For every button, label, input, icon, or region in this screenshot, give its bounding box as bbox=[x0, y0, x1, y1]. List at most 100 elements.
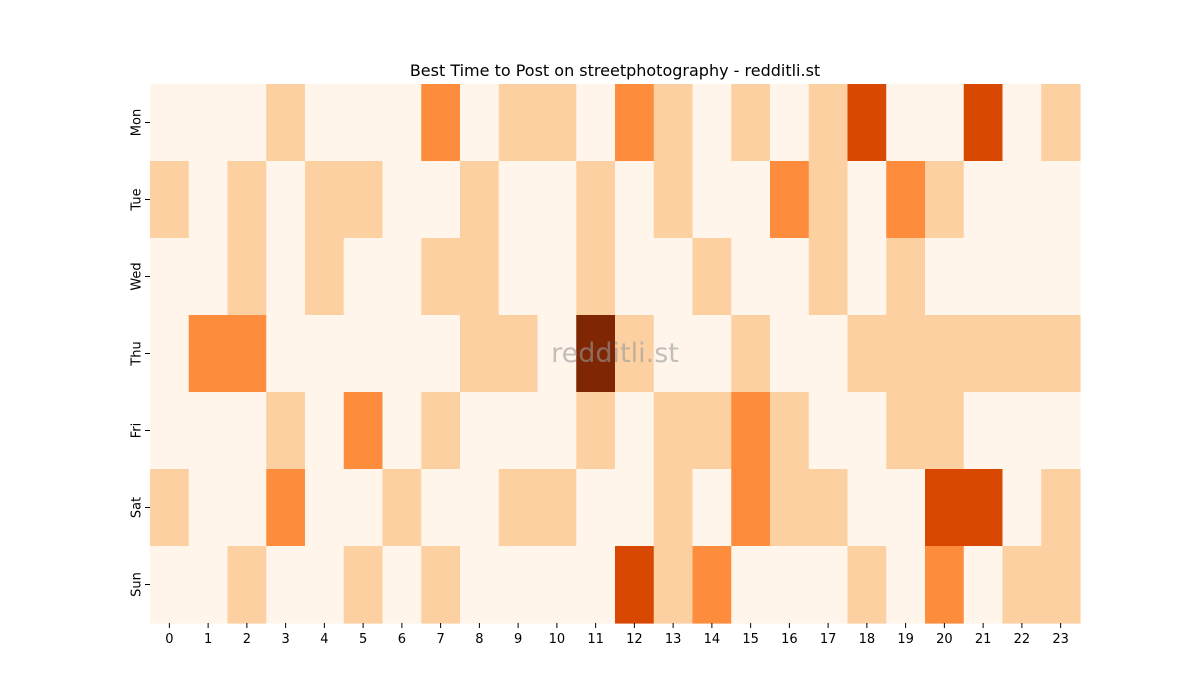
heatmap-cell-mon-5 bbox=[343, 84, 384, 162]
x-tick-label: 22 bbox=[1014, 632, 1031, 647]
heatmap-cell-tue-1 bbox=[188, 161, 229, 239]
heatmap-cell-mon-12 bbox=[615, 84, 655, 162]
heatmap-cell-wed-2 bbox=[227, 238, 267, 316]
heatmap-cell-sun-0 bbox=[150, 546, 190, 624]
x-tick-label: 19 bbox=[897, 632, 914, 647]
heatmap-cell-tue-9 bbox=[498, 161, 539, 239]
heatmap-cell-mon-16 bbox=[770, 84, 810, 162]
heatmap-cell-wed-14 bbox=[692, 238, 732, 316]
heatmap-cell-fri-19 bbox=[886, 392, 926, 470]
heatmap-cell-wed-8 bbox=[460, 238, 500, 316]
heatmap-cell-wed-5 bbox=[343, 238, 384, 316]
heatmap-cell-thu-20 bbox=[925, 315, 965, 393]
heatmap-cell-tue-15 bbox=[731, 161, 771, 239]
heatmap-cell-sun-4 bbox=[305, 546, 345, 624]
x-tick-label: 0 bbox=[165, 632, 173, 647]
x-tick-label: 12 bbox=[626, 632, 643, 647]
heatmap-cell-sat-17 bbox=[808, 469, 849, 547]
heatmap-cell-mon-17 bbox=[808, 84, 849, 162]
y-tick-label: Thu bbox=[130, 341, 145, 366]
heatmap-cell-sat-22 bbox=[1002, 469, 1042, 547]
heatmap-cell-mon-1 bbox=[188, 84, 229, 162]
heatmap-cell-tue-16 bbox=[770, 161, 810, 239]
heatmap-cell-tue-0 bbox=[150, 161, 190, 239]
x-tick-label: 17 bbox=[820, 632, 837, 647]
heatmap-cell-wed-9 bbox=[498, 238, 539, 316]
heatmap-cell-mon-22 bbox=[1002, 84, 1042, 162]
heatmap-cell-wed-1 bbox=[188, 238, 229, 316]
heatmap-cell-thu-4 bbox=[305, 315, 345, 393]
x-tick-label: 10 bbox=[549, 632, 566, 647]
y-tick-label: Mon bbox=[130, 109, 145, 136]
heatmap-cell-thu-10 bbox=[537, 315, 577, 393]
heatmap-cell-sat-12 bbox=[615, 469, 655, 547]
heatmap-cell-fri-7 bbox=[421, 392, 461, 470]
y-tick-label: Wed bbox=[130, 262, 145, 290]
heatmap-cell-sun-3 bbox=[266, 546, 306, 624]
heatmap-cell-mon-0 bbox=[150, 84, 190, 162]
x-tick-label: 23 bbox=[1052, 632, 1069, 647]
y-tick-label: Tue bbox=[130, 188, 145, 211]
x-tick-label: 14 bbox=[704, 632, 721, 647]
heatmap-cell-mon-19 bbox=[886, 84, 926, 162]
heatmap-cell-sun-6 bbox=[382, 546, 422, 624]
heatmap-cell-fri-12 bbox=[615, 392, 655, 470]
heatmap-cell-fri-15 bbox=[731, 392, 771, 470]
heatmap-cell-thu-1 bbox=[188, 315, 229, 393]
heatmap-cell-tue-18 bbox=[847, 161, 887, 239]
heatmap-cell-sun-15 bbox=[731, 546, 771, 624]
heatmap-cell-sun-9 bbox=[498, 546, 539, 624]
heatmap-cell-fri-13 bbox=[653, 392, 694, 470]
heatmap-cell-fri-18 bbox=[847, 392, 887, 470]
x-tick-label: 1 bbox=[204, 632, 212, 647]
heatmap-cell-thu-5 bbox=[343, 315, 384, 393]
heatmap-cell-sun-2 bbox=[227, 546, 267, 624]
y-axis: Mon Tue Wed Thu Fri Sat Sun bbox=[130, 109, 150, 597]
heatmap-cell-wed-13 bbox=[653, 238, 694, 316]
heatmap-cell-thu-13 bbox=[653, 315, 694, 393]
heatmap-cell-mon-10 bbox=[537, 84, 577, 162]
heatmap-cell-fri-10 bbox=[537, 392, 577, 470]
heatmap-cell-thu-23 bbox=[1041, 315, 1081, 393]
heatmap-cell-wed-10 bbox=[537, 238, 577, 316]
heatmap-cell-sun-23 bbox=[1041, 546, 1081, 624]
heatmap-cell-thu-7 bbox=[421, 315, 461, 393]
heatmap-cell-sat-5 bbox=[343, 469, 384, 547]
heatmap-cell-fri-5 bbox=[343, 392, 384, 470]
heatmap-cell-sat-14 bbox=[692, 469, 732, 547]
heatmap-cell-sun-19 bbox=[886, 546, 926, 624]
x-tick-label: 15 bbox=[742, 632, 759, 647]
heatmap-cell-thu-9 bbox=[498, 315, 539, 393]
heatmap-cell-tue-21 bbox=[963, 161, 1004, 239]
heatmap-cell-fri-9 bbox=[498, 392, 539, 470]
heatmap-cell-sun-20 bbox=[925, 546, 965, 624]
heatmap-cell-mon-9 bbox=[498, 84, 539, 162]
heatmap-cell-mon-18 bbox=[847, 84, 887, 162]
heatmap-cell-sat-11 bbox=[576, 469, 616, 547]
heatmap-cell-sun-11 bbox=[576, 546, 616, 624]
heatmap-cell-fri-0 bbox=[150, 392, 190, 470]
heatmap-cell-tue-5 bbox=[343, 161, 384, 239]
heatmap-cell-sat-20 bbox=[925, 469, 965, 547]
heatmap-cell-tue-13 bbox=[653, 161, 694, 239]
heatmap-cell-mon-14 bbox=[692, 84, 732, 162]
heatmap-cell-thu-6 bbox=[382, 315, 422, 393]
heatmap-cell-wed-0 bbox=[150, 238, 190, 316]
heatmap-cell-fri-20 bbox=[925, 392, 965, 470]
x-tick-label: 21 bbox=[975, 632, 992, 647]
heatmap-cell-sun-17 bbox=[808, 546, 849, 624]
heatmap-cell-fri-2 bbox=[227, 392, 267, 470]
heatmap-cell-mon-23 bbox=[1041, 84, 1081, 162]
heatmap-cell-sat-1 bbox=[188, 469, 229, 547]
heatmap-cell-fri-4 bbox=[305, 392, 345, 470]
x-tick-label: 3 bbox=[281, 632, 289, 647]
x-tick-label: 6 bbox=[398, 632, 406, 647]
heatmap-cell-sun-22 bbox=[1002, 546, 1042, 624]
heatmap-cell-fri-21 bbox=[963, 392, 1004, 470]
heatmap-cell-wed-19 bbox=[886, 238, 926, 316]
heatmap-cell-wed-23 bbox=[1041, 238, 1081, 316]
heatmap-cell-fri-8 bbox=[460, 392, 500, 470]
heatmap-cell-thu-8 bbox=[460, 315, 500, 393]
heatmap-cell-tue-7 bbox=[421, 161, 461, 239]
x-tick-label: 5 bbox=[359, 632, 367, 647]
